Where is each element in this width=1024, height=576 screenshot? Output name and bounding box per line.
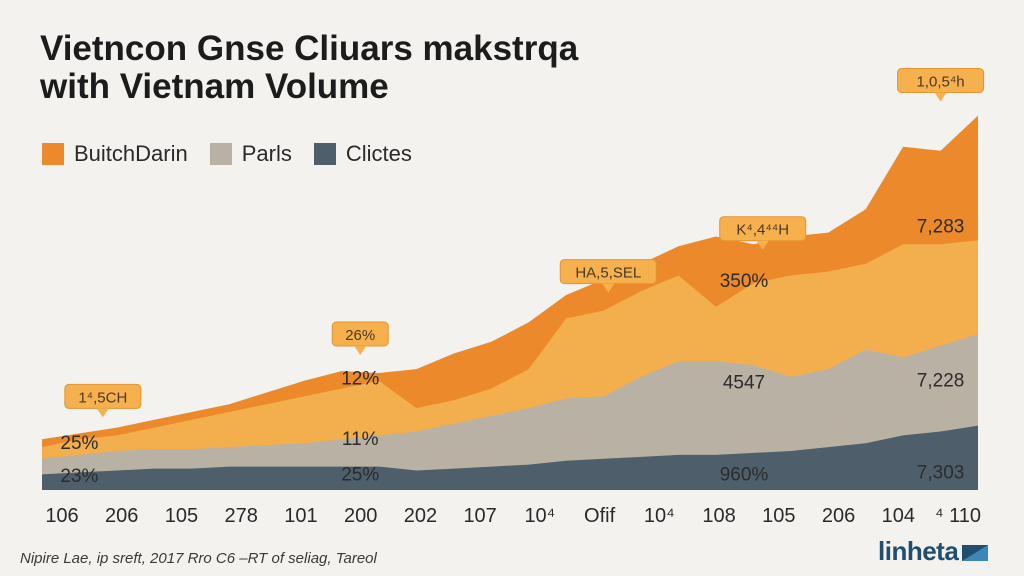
callout-4: 1,0,5⁴h	[897, 68, 985, 102]
title-line-1: Vietncon Gnse Cliuars makstrqa	[40, 29, 579, 68]
x-tick-label-14: 104	[882, 505, 915, 527]
callout-3: K⁴,4⁴⁴H	[719, 216, 807, 250]
x-tick-label-3: 278	[225, 505, 258, 527]
data-label-8: 7,283	[917, 217, 965, 238]
x-tick-label-0: 106	[45, 505, 78, 527]
callout-pointer-3	[756, 240, 769, 250]
x-tick-label-5: 200	[344, 505, 377, 527]
legend-label-parls: Parls	[241, 141, 292, 166]
callout-2: HA,5,SEL	[559, 259, 657, 293]
area-series-clictes	[42, 425, 978, 490]
x-tick-label-4: 101	[284, 505, 317, 527]
callout-text-3: K⁴,4⁴⁴H	[736, 222, 789, 239]
data-label-2: 12%	[341, 369, 379, 390]
callout-0: 1⁴,5CH	[64, 383, 142, 418]
callout-pointer-2	[602, 283, 615, 293]
x-tick-label-8: 10⁴	[524, 505, 555, 527]
x-tick-label-12: 105	[762, 505, 795, 527]
callout-1: 26%	[331, 321, 389, 355]
data-label-3: 11%	[342, 429, 379, 450]
x-tick-label-10: 10⁴	[644, 505, 675, 527]
callout-pointer-0	[96, 408, 109, 418]
x-tick-label-15: ⁴ 110	[935, 505, 981, 527]
callout-text-2: HA,5,SEL	[575, 265, 641, 282]
data-label-10: 7,303	[917, 462, 965, 483]
x-axis-tick-layer: 106 206 105 278 101 200 202 107 10⁴ Ofif 10⁴ 108 105…	[45, 505, 981, 527]
data-label-layer: 25% 23% 12% 11% 25% 350% 4547 960% 7,283 7,228 7,3…	[60, 217, 964, 488]
legend-item-buitchdarin: BuitchDarin	[42, 141, 188, 167]
legend: BuitchDarin Parls Clictes	[42, 141, 412, 167]
data-label-1: 23%	[60, 466, 98, 487]
logo-mark-icon	[962, 544, 989, 561]
area-layer	[42, 115, 978, 490]
data-label-7: 960%	[720, 464, 769, 485]
data-label-0: 25%	[60, 433, 98, 454]
data-label-4: 25%	[341, 464, 379, 485]
chart-title: Vietncon Gnse Cliuars makstrqa with Viet…	[40, 30, 578, 106]
logo-text: linheta	[878, 536, 959, 566]
footer-source: Nipire Lae, ip sreft, 2017 Rro C6 –RT of…	[20, 550, 377, 567]
brand-logo: linheta	[878, 536, 990, 567]
area-series-parls	[42, 334, 978, 490]
callout-text-1: 26%	[345, 327, 375, 344]
legend-swatch-clictes	[313, 143, 336, 165]
legend-label-buitchdarin: BuitchDarin	[74, 141, 188, 166]
data-label-5: 350%	[720, 271, 769, 292]
data-label-6: 4547	[723, 373, 765, 394]
callout-pointer-1	[354, 346, 367, 355]
legend-item-clictes: Clictes	[313, 141, 412, 167]
x-tick-label-11: 108	[702, 505, 735, 527]
x-tick-label-13: 206	[822, 505, 855, 527]
x-tick-label-1: 206	[105, 505, 138, 527]
callout-text-0: 1⁴,5CH	[78, 389, 127, 406]
legend-swatch-buitchdarin	[42, 143, 64, 165]
legend-item-parls: Parls	[209, 141, 292, 167]
x-tick-label-2: 105	[165, 505, 198, 527]
callout-pointer-4	[934, 92, 947, 102]
data-label-9: 7,228	[917, 371, 965, 392]
x-tick-label-7: 107	[463, 505, 496, 527]
callout-layer: 1⁴,5CH 26% HA,5,SEL K⁴,4⁴⁴H 1,0,5⁴h	[64, 68, 985, 418]
legend-swatch-parls	[209, 143, 232, 165]
x-tick-label-6: 202	[404, 505, 437, 527]
title-line-2: with Vietnam Volume	[40, 67, 389, 106]
legend-label-clictes: Clictes	[345, 141, 412, 166]
callout-text-4: 1,0,5⁴h	[916, 74, 964, 91]
x-tick-label-9: Ofif	[584, 505, 616, 527]
